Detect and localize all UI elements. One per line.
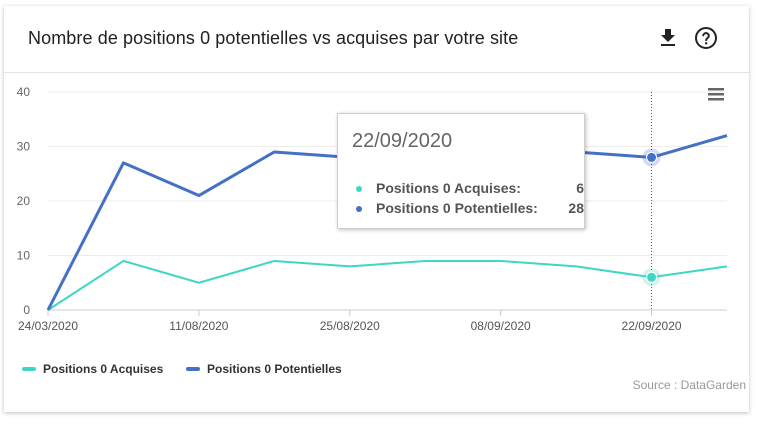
tooltip-label: Positions 0 Potentielles: [376, 200, 538, 216]
x-tick-label: 25/08/2020 [320, 319, 380, 333]
tooltip-row-potentielles: Positions 0 Potentielles: 28 [356, 200, 584, 216]
tooltip-date: 22/09/2020 [352, 130, 453, 152]
y-tick-label: 40 [17, 85, 31, 99]
legend-swatch [22, 367, 36, 371]
tooltip: 22/09/2020 Positions 0 Acquises: 6 Posit… [337, 113, 585, 229]
x-tick-label: 22/09/2020 [622, 319, 682, 333]
x-tick-label: 24/03/2020 [18, 319, 78, 333]
tooltip-row-acquises: Positions 0 Acquises: 6 [356, 180, 584, 196]
y-axis: 0 10 20 30 40 [17, 85, 31, 317]
legend-label: Positions 0 Acquises [43, 362, 164, 376]
highlight-point [646, 271, 658, 283]
tooltip-dot-acquises [356, 186, 362, 193]
y-tick-label: 30 [17, 140, 31, 154]
help-circle-icon[interactable] [694, 26, 718, 50]
hamburger-menu-icon[interactable] [708, 88, 724, 101]
tooltip-dot-potentielles [356, 206, 362, 213]
y-tick-label: 20 [17, 194, 31, 208]
tooltip-value: 28 [568, 200, 584, 216]
x-axis: 24/03/2020 11/08/2020 25/08/2020 08/09/2020… [18, 310, 682, 333]
y-tick-label: 10 [17, 249, 31, 263]
legend-item-acquises[interactable]: Positions 0 Acquises [22, 362, 163, 376]
tooltip-value: 6 [576, 180, 584, 196]
download-icon[interactable] [656, 26, 680, 50]
x-tick-label: 11/08/2020 [169, 319, 228, 333]
y-tick-label: 0 [23, 303, 30, 317]
legend-label: Positions 0 Potentielles [207, 362, 342, 376]
x-tick-label: 08/09/2020 [471, 319, 531, 333]
source-credit: Source : DataGarden [632, 378, 746, 392]
highlight-point [646, 151, 658, 163]
chart-title: Nombre de positions 0 potentielles vs ac… [28, 28, 519, 48]
card-header: Nombre de positions 0 potentielles vs ac… [4, 6, 749, 73]
series-layer [46, 134, 728, 311]
legend-swatch [186, 367, 200, 371]
tooltip-label: Positions 0 Acquises: [376, 180, 521, 196]
series-line-acquises [47, 259, 728, 311]
legend-item-potentielles[interactable]: Positions 0 Potentielles [186, 362, 342, 376]
